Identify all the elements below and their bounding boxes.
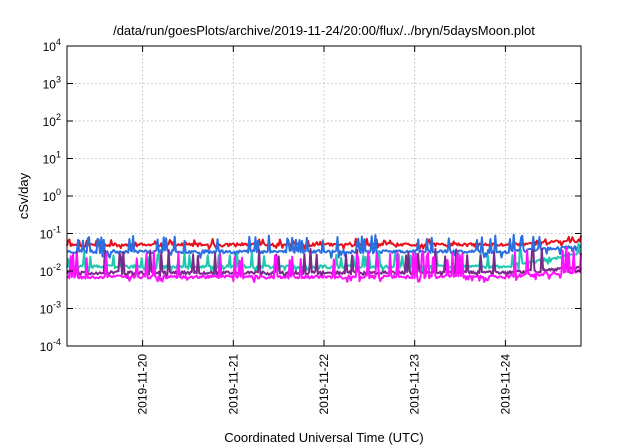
y-tick-label: 10-2 [40, 262, 61, 279]
y-tick-exponent: -1 [53, 225, 61, 235]
y-tick-exponent: 0 [56, 187, 61, 197]
y-tick-base: 10 [43, 153, 57, 167]
y-tick-label: 103 [43, 75, 61, 92]
x-tick-label: 2019-11-22 [317, 354, 331, 415]
axis-ticks: 10-410-310-210-11001011021031042019-11-2… [40, 37, 581, 415]
y-tick-base: 10 [40, 340, 54, 354]
series-line [66, 246, 582, 283]
y-axis-label: cSv/day [16, 172, 31, 219]
y-tick-label: 104 [43, 37, 61, 54]
data-series [66, 233, 582, 283]
x-tick-label: 2019-11-20 [136, 354, 150, 415]
y-tick-base: 10 [43, 190, 57, 204]
chart-title: /data/run/goesPlots/archive/2019-11-24/2… [113, 23, 535, 38]
y-tick-exponent: 4 [56, 37, 61, 47]
y-tick-exponent: -3 [53, 300, 61, 310]
y-tick-exponent: 3 [56, 75, 61, 85]
y-tick-exponent: 2 [56, 112, 61, 122]
y-tick-label: 10-3 [40, 300, 61, 317]
y-tick-base: 10 [40, 228, 54, 242]
y-tick-base: 10 [40, 303, 54, 317]
series-line [66, 233, 582, 259]
y-tick-exponent: -2 [53, 262, 61, 272]
x-tick-label: 2019-11-24 [498, 354, 512, 415]
y-tick-label: 10-4 [40, 337, 61, 354]
y-tick-exponent: -4 [53, 337, 61, 347]
x-tick-label: 2019-11-23 [408, 354, 422, 415]
y-tick-label: 101 [43, 150, 61, 167]
y-tick-base: 10 [43, 115, 57, 129]
y-tick-label: 100 [43, 187, 61, 204]
y-tick-label: 102 [43, 112, 61, 129]
y-tick-base: 10 [43, 40, 57, 54]
x-axis-label: Coordinated Universal Time (UTC) [224, 430, 423, 445]
y-tick-exponent: 1 [56, 150, 61, 160]
y-tick-base: 10 [40, 265, 54, 279]
y-tick-label: 10-1 [40, 225, 61, 242]
grid-lines [67, 46, 581, 346]
x-tick-label: 2019-11-21 [226, 354, 240, 415]
y-tick-base: 10 [43, 78, 57, 92]
